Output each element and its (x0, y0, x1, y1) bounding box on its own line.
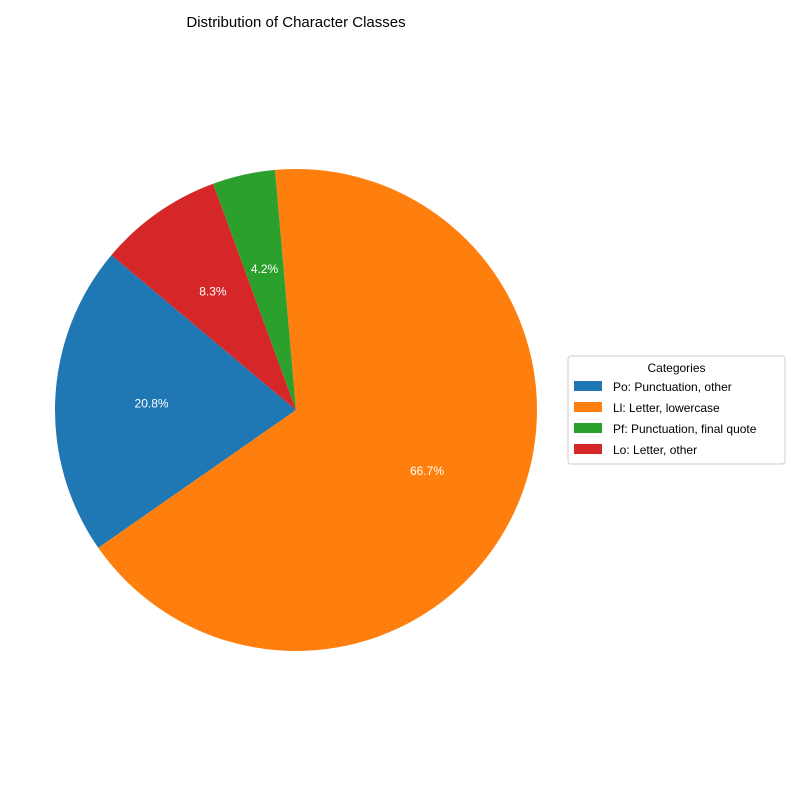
pie-slice-1 (98, 169, 537, 652)
legend-swatch-0 (574, 381, 602, 391)
legend-label-2: Pf: Punctuation, final quote (613, 422, 757, 436)
pie-slice-3 (111, 183, 296, 410)
pct-label-0: 20.8% (135, 397, 169, 411)
legend-title: Categories (647, 361, 705, 375)
legend-frame (567, 355, 786, 465)
legend-swatch-3 (574, 444, 602, 454)
pie-slice-0 (54, 255, 297, 548)
pie-slices (54, 169, 537, 652)
legend: Categories Po: Punctuation, other Ll: Let… (567, 355, 786, 465)
legend-swatch-1 (574, 402, 602, 412)
percentage-labels: 20.8% 66.7% 4.2% 8.3% (135, 262, 445, 478)
legend-label-3: Lo: Letter, other (613, 443, 697, 457)
legend-label-0: Po: Punctuation, other (613, 380, 732, 394)
pie-slice-2 (213, 169, 296, 410)
pct-label-2: 4.2% (251, 262, 279, 276)
pct-label-1: 66.7% (410, 464, 444, 478)
legend-label-1: Ll: Letter, lowercase (613, 401, 720, 415)
legend-swatch-2 (574, 423, 602, 433)
pct-label-3: 8.3% (199, 285, 227, 299)
legend-items: Po: Punctuation, other Ll: Letter, lowerc… (574, 380, 757, 457)
chart-title: Distribution of Character Classes (186, 14, 405, 31)
